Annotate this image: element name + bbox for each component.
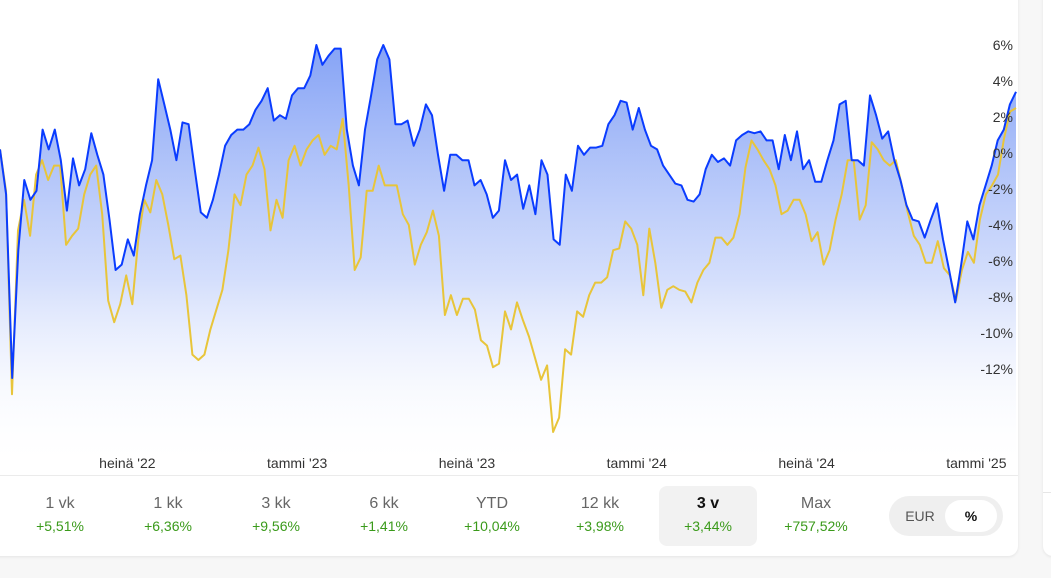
period-return: +1,41% <box>360 518 408 534</box>
period-return: +3,98% <box>576 518 624 534</box>
y-tick-label: 2% <box>993 109 1013 125</box>
period-return: +3,44% <box>684 518 732 534</box>
x-tick-label: heinä '24 <box>778 455 835 471</box>
period-1-vk[interactable]: 1 vk +5,51% <box>11 486 109 546</box>
period-ytd[interactable]: YTD +10,04% <box>443 486 541 546</box>
y-tick-label: -12% <box>980 361 1013 377</box>
y-tick-label: 0% <box>993 145 1013 161</box>
period-label: 3 kk <box>261 495 291 512</box>
y-tick-label: -2% <box>988 181 1013 197</box>
unit-toggle[interactable]: EUR % <box>889 496 1003 536</box>
period-return: +757,52% <box>784 518 848 534</box>
period-label: 1 vk <box>45 495 75 512</box>
y-tick-label: -10% <box>980 325 1013 341</box>
adjacent-card <box>1043 0 1051 556</box>
unit-option-eur[interactable]: EUR <box>905 508 935 524</box>
period-max[interactable]: Max +757,52% <box>767 486 865 546</box>
period-label: 6 kk <box>369 495 399 512</box>
series-area-fund <box>0 45 1016 470</box>
x-tick-label: tammi '23 <box>267 455 327 471</box>
period-label: 12 kk <box>580 495 620 512</box>
period-label: YTD <box>476 495 508 512</box>
x-tick-label: heinä '23 <box>439 455 496 471</box>
period-6-kk[interactable]: 6 kk +1,41% <box>335 486 433 546</box>
adjacent-divider <box>1043 492 1051 493</box>
performance-chart[interactable]: 6% 4% 2% 0% -2% -4% -6% -8% -10% -12% heinä '22 ta… <box>0 0 1051 476</box>
x-tick-label: heinä '22 <box>99 455 156 471</box>
period-selector: 1 vk +5,51% 1 kk +6,36% 3 kk +9,56% 6 kk +1,41%… <box>0 486 880 546</box>
period-return: +6,36% <box>144 518 192 534</box>
period-return: +10,04% <box>464 518 520 534</box>
series-line-fund <box>0 44 1017 379</box>
y-tick-label: -6% <box>988 253 1013 269</box>
period-label: 3 v <box>696 495 720 512</box>
x-tick-label: tammi '25 <box>946 455 1006 471</box>
y-tick-label: 4% <box>993 73 1013 89</box>
period-3-v[interactable]: 3 v +3,44% <box>659 486 757 546</box>
period-label: Max <box>800 495 832 512</box>
period-3-kk[interactable]: 3 kk +9,56% <box>227 486 325 546</box>
series-line-benchmark <box>0 107 1017 433</box>
period-1-kk[interactable]: 1 kk +6,36% <box>119 486 217 546</box>
period-return: +5,51% <box>36 518 84 534</box>
chart-divider <box>0 475 1018 476</box>
period-12-kk[interactable]: 12 kk +3,98% <box>551 486 649 546</box>
period-return: +9,56% <box>252 518 300 534</box>
y-tick-label: -8% <box>988 289 1013 305</box>
period-label: 1 kk <box>153 495 183 512</box>
x-tick-label: tammi '24 <box>607 455 667 471</box>
unit-option-percent[interactable]: % <box>945 500 997 532</box>
y-tick-label: 6% <box>993 37 1013 53</box>
y-tick-label: -4% <box>988 217 1013 233</box>
